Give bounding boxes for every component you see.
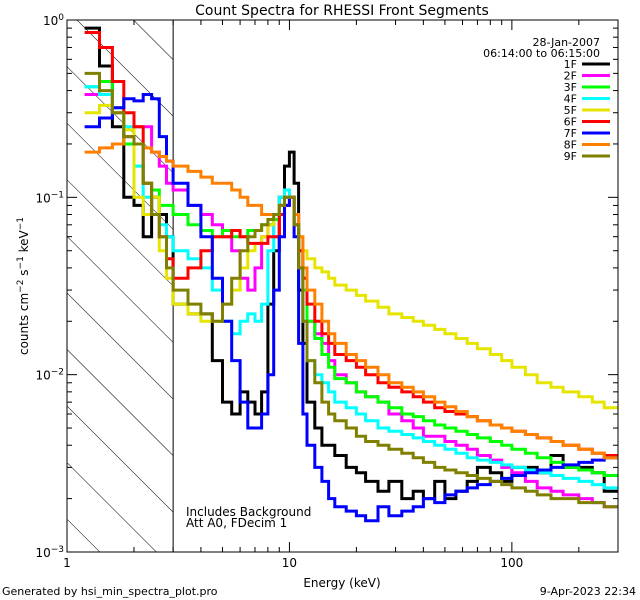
footer-timestamp: 9-Apr-2023 22:34: [540, 585, 636, 598]
legend-label-3F: 3F: [564, 81, 577, 94]
legend-label-6F: 6F: [564, 116, 577, 129]
legend-date: 28-Jan-2007: [533, 36, 601, 49]
annotation-attenuator: Att A0, FDecim 1: [186, 516, 287, 530]
annotation-background: Includes Background: [186, 505, 311, 519]
x-axis-label: Energy (keV): [303, 576, 380, 590]
y-tick-label: 10−3: [35, 545, 64, 560]
series-line-3F: [84, 80, 618, 477]
legend-label-9F: 9F: [564, 150, 577, 163]
legend-label-4F: 4F: [564, 93, 577, 106]
series-line-9F: [84, 71, 618, 509]
series-line-8F: [84, 135, 618, 460]
plot-frame: [66, 19, 619, 553]
footer-generated-by: Generated by hsi_min_spectra_plot.pro: [2, 585, 218, 598]
legend-label-8F: 8F: [564, 139, 577, 152]
y-axis-label: counts cm−2 s−1 keV−1: [16, 217, 31, 355]
y-tick-label: 10−2: [35, 368, 64, 383]
legend-label-2F: 2F: [564, 70, 577, 83]
x-tick-label: 1: [63, 556, 71, 570]
x-tick-label: 100: [500, 556, 523, 570]
legend-label-5F: 5F: [564, 104, 577, 117]
y-tick-label: 10−1: [35, 190, 64, 205]
series-line-5F: [84, 103, 618, 410]
legend-label-7F: 7F: [564, 127, 577, 140]
y-tick-label: 100: [43, 13, 64, 28]
chart-title: Count Spectra for RHESSI Front Segments: [195, 3, 489, 19]
legend-label-1F: 1F: [564, 58, 577, 71]
legend-time-range: 06:14:00 to 06:15:00: [483, 47, 600, 60]
x-tick-label: 10: [282, 556, 297, 570]
